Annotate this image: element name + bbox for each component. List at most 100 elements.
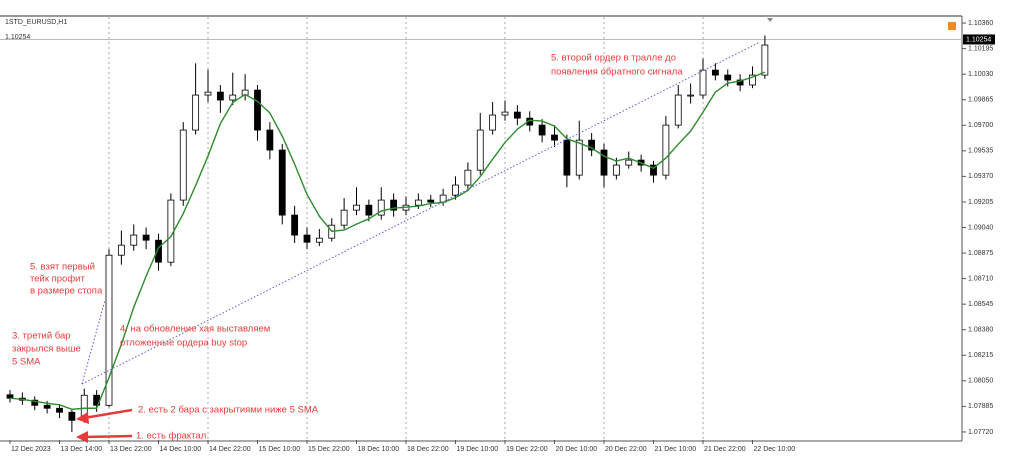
annotation: закрылся выше [12, 344, 81, 355]
candle-body [650, 164, 657, 176]
x-tick-label: 12 Dec 2023 [11, 446, 51, 453]
candle-body [266, 129, 274, 151]
price-tag-label: 1.10254 [966, 36, 991, 43]
arrow-head [76, 412, 89, 424]
x-tick-label: 19 Dec 10:00 [457, 446, 499, 453]
annotation: появления обратного сигнала [551, 67, 683, 78]
candle-body [551, 134, 558, 141]
y-tick-label: 1.08050 [968, 378, 993, 385]
x-tick-label: 20 Dec 10:00 [556, 446, 598, 453]
bid-label: 1.10254 [5, 34, 30, 41]
annotation: 5 SMA [12, 357, 41, 368]
candle-body [377, 199, 385, 216]
annotation: отложенные ордера buy stop [120, 338, 247, 349]
candle-body [687, 94, 695, 97]
candle-body [612, 164, 620, 176]
candle-body [68, 411, 76, 421]
x-tick-label: 21 Dec 10:00 [655, 446, 697, 453]
candle-body [699, 69, 707, 96]
candle-body [365, 204, 373, 216]
candle-body [56, 407, 63, 413]
candle-body [315, 237, 323, 243]
stop-line [81, 299, 106, 385]
y-tick-label: 1.09865 [968, 97, 993, 104]
arrow-head [76, 431, 88, 443]
candle-body [340, 209, 348, 226]
candle-body [167, 199, 175, 263]
candle-body [761, 44, 769, 76]
candle-body [105, 254, 113, 406]
candle-body [476, 129, 484, 171]
candle-body [464, 169, 472, 186]
shift-marker [767, 18, 773, 22]
y-tick-label: 1.09205 [968, 199, 993, 206]
x-tick-label: 19 Dec 22:00 [506, 446, 548, 453]
y-tick-label: 1.10195 [968, 45, 993, 52]
y-tick-label: 1.10030 [968, 71, 993, 78]
x-tick-label: 20 Dec 22:00 [605, 446, 647, 453]
symbol-title: 1STD_EURUSD,H1 [5, 19, 67, 26]
candle-body [452, 184, 459, 196]
candle-body [353, 204, 360, 211]
y-tick-label: 1.08215 [968, 352, 993, 359]
plot-area [0, 17, 962, 440]
sma-line [9, 71, 766, 411]
x-tick-label: 15 Dec 10:00 [259, 446, 301, 453]
candle-body [204, 91, 212, 96]
candle-body [43, 404, 51, 409]
annotation: тейк профит [30, 274, 85, 285]
y-tick-label: 1.07720 [968, 429, 993, 436]
candle-body [575, 139, 583, 176]
candle-body [155, 239, 162, 263]
annotation: в размере стопа [30, 286, 103, 297]
x-tick-label: 15 Dec 22:00 [308, 446, 350, 453]
y-tick-label: 1.09040 [968, 224, 993, 231]
candle-body [31, 399, 39, 406]
candle-body [538, 124, 546, 136]
candle-body [254, 89, 261, 131]
arrow [83, 408, 133, 420]
x-tick-label: 13 Dec 14:00 [61, 446, 103, 453]
price-tag [963, 34, 995, 45]
x-tick-label: 22 Dec 10:00 [754, 446, 796, 453]
expert-icon [948, 22, 956, 30]
candle-body [117, 244, 125, 256]
candle-body [600, 149, 608, 176]
candle-body [216, 91, 224, 101]
annotation: 5. взят первый [30, 262, 95, 273]
candle-body [142, 234, 150, 241]
x-tick-label: 13 Dec 22:00 [110, 446, 152, 453]
candle-body [489, 114, 497, 131]
annotation: 4. на обновление хая выставляем [120, 324, 270, 335]
candle-body [724, 74, 732, 81]
y-tick-label: 1.10360 [968, 20, 993, 27]
candle-body [414, 199, 422, 206]
candle-body [736, 79, 744, 86]
candle-body [192, 94, 200, 131]
y-tick-label: 1.08545 [968, 301, 993, 308]
candle-body [513, 111, 521, 119]
arrow [83, 434, 133, 439]
y-tick-label: 1.09700 [968, 122, 993, 129]
annotation: 1. есть фрактал [136, 431, 206, 442]
annotation: 5. второй ордер в тралле до [551, 53, 676, 64]
candle-body [427, 199, 435, 203]
candle-body [303, 234, 311, 243]
candle-body [130, 234, 138, 246]
candle-body [588, 139, 596, 151]
x-tick-label: 18 Dec 22:00 [407, 446, 449, 453]
y-tick-label: 1.08380 [968, 327, 993, 334]
candle-body [291, 214, 299, 236]
annotation: 2. есть 2 бара с закрытиями ниже 5 SMA [138, 405, 319, 416]
trend-line [81, 41, 761, 385]
y-tick-label: 1.09370 [968, 173, 993, 180]
y-tick-label: 1.08875 [968, 250, 993, 257]
y-tick-label: 1.09535 [968, 148, 993, 155]
x-tick-label: 14 Dec 10:00 [160, 446, 202, 453]
x-tick-label: 21 Dec 22:00 [704, 446, 746, 453]
candle-body [501, 111, 509, 116]
candle-body [711, 69, 719, 76]
y-tick-label: 1.07885 [968, 403, 993, 410]
candle-body [179, 129, 187, 201]
candle-body [625, 159, 633, 166]
